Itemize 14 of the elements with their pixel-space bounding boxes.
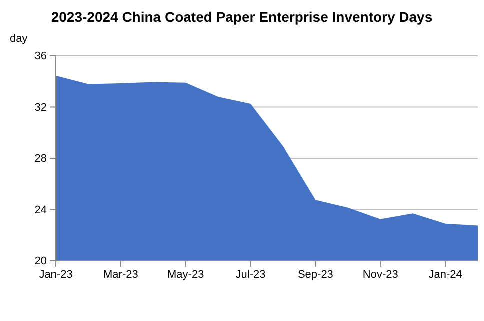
y-tick-label: 32 [34,102,47,114]
x-tick-label: Nov-23 [362,268,398,281]
x-tick-label: Jan-24 [428,268,462,281]
y-tick-label: 24 [34,204,47,216]
x-tick-label: Sep-23 [298,268,334,281]
y-tick-label: 28 [34,153,47,166]
x-tick-label: Jul-23 [236,268,266,281]
chart-title: 2023-2024 China Coated Paper Enterprise Inventory Days [51,9,433,25]
y-tick-label: 20 [34,256,47,268]
x-tick-label: Mar-23 [104,268,138,281]
x-tick-label: May-23 [168,268,204,281]
y-axis-title: day [10,33,28,45]
y-tick-label: 36 [34,50,47,63]
x-tick-label: Jan-23 [39,268,73,281]
